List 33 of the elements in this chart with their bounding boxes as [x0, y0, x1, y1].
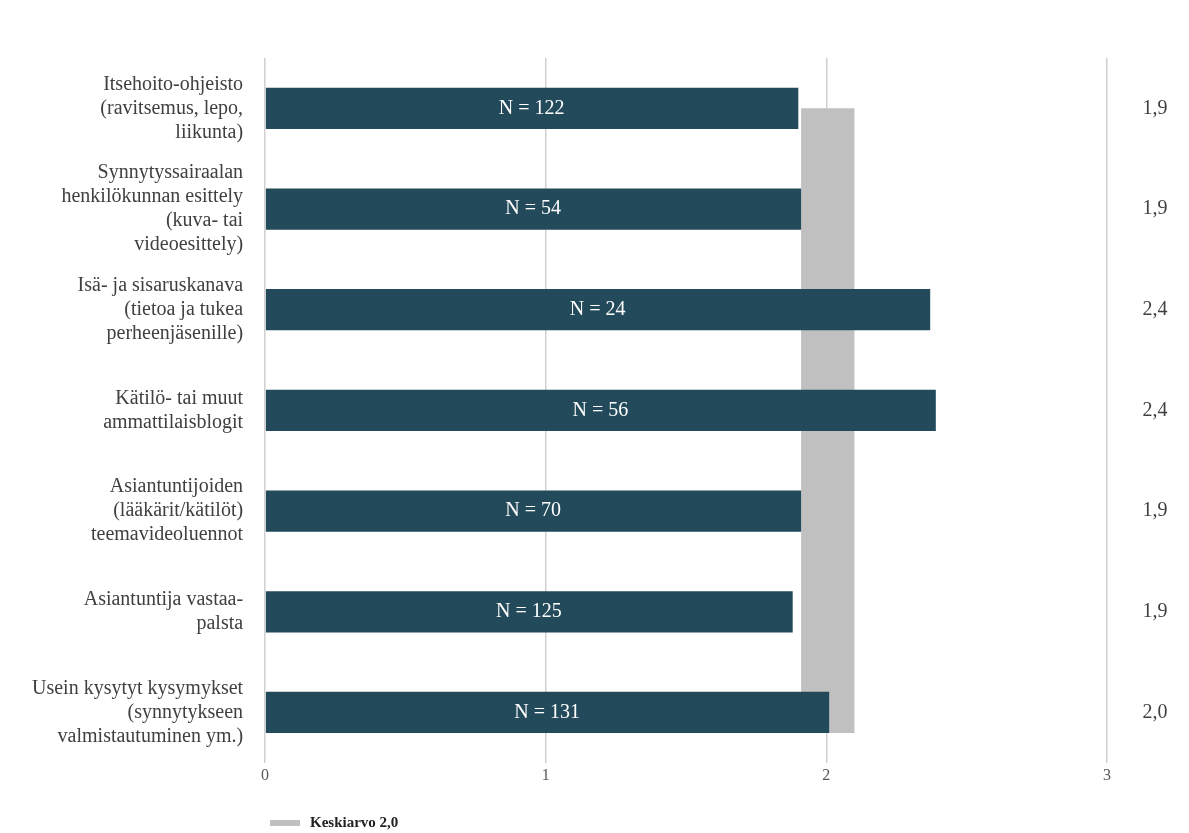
y-tick-label: Usein kysytyt kysymykset (synnytykseen valmistautuminen ym.) [31, 675, 244, 747]
annotation: N = 70 [505, 498, 561, 521]
y-tick-label: Itsehoito-ohjeisto (ravitsemus, lepo, liikunta) [100, 71, 244, 143]
y-tick-label: Synnytyssairaalan henkilökunnan esittely (kuva- tai videoesittely) [61, 160, 244, 256]
annotation: N = 54 [505, 196, 561, 219]
annotation: N = 24 [569, 296, 626, 319]
data-label: 2,0 [1142, 699, 1168, 722]
bar [265, 691, 830, 734]
bar [265, 389, 936, 432]
bar [265, 490, 802, 532]
x-tick-label: 3 [1103, 765, 1111, 783]
bar [265, 591, 793, 633]
annotation: N = 125 [496, 599, 562, 622]
y-tick-label: Asiantuntija vastaa-palsta [83, 587, 244, 635]
data-label: 1,9 [1142, 498, 1168, 521]
annotation: N = 122 [498, 95, 565, 118]
x-tick-label: 1 [541, 765, 550, 783]
y-tick-label: Asiantuntijoiden (lääkärit/kätilöt) teemavideoluennot [90, 474, 244, 545]
data-label: 1,9 [1142, 599, 1168, 622]
legend-label: Keskiarvo 2,0 [310, 813, 399, 830]
data-label: 2,4 [1142, 397, 1168, 420]
data-label: 2,4 [1142, 296, 1168, 319]
data-label: 1,9 [1142, 95, 1168, 118]
bar [265, 188, 802, 230]
annotation: N = 131 [514, 699, 581, 722]
y-tick-label: Kätilö- tai muut ammattilaisblogit [103, 385, 244, 433]
x-tick-label: 0 [261, 765, 270, 783]
data-label: 1,9 [1142, 196, 1168, 219]
bar [265, 87, 799, 129]
bar [265, 289, 931, 331]
y-tick-label: Isä- ja sisaruskanava (tietoa ja tukea perheenjäsenille) [77, 272, 244, 344]
annotation: N = 56 [572, 397, 629, 420]
x-tick-label: 2 [822, 765, 831, 783]
